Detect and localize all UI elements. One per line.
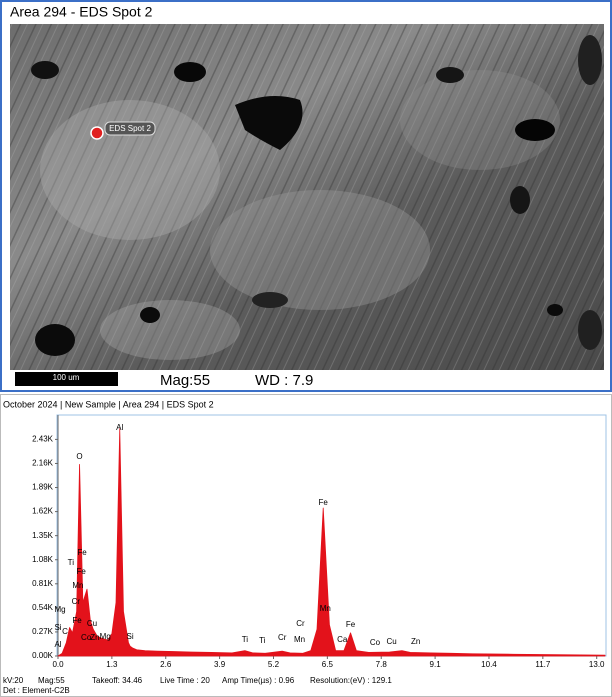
peak-label: Cu xyxy=(87,619,97,628)
peak-label: Mn xyxy=(72,581,83,590)
x-tick-label: 0.0 xyxy=(52,660,64,669)
peak-label: C xyxy=(62,627,68,636)
peak-label: Cr xyxy=(296,619,305,628)
peak-label: Cr xyxy=(72,597,81,606)
acquisition-parameter: kV:20 xyxy=(3,676,24,685)
y-tick-label: 0.00K xyxy=(32,651,54,660)
peak-label: Al xyxy=(116,423,123,432)
x-tick-label: 9.1 xyxy=(430,660,442,669)
page: Area 294 - EDS Spot 2 EDS Spot 2 100 um … xyxy=(0,0,612,697)
magnification: Mag:55 xyxy=(160,372,210,389)
y-tick-label: 0.81K xyxy=(32,579,54,588)
peak-label: Fe xyxy=(72,616,82,625)
spot-label: EDS Spot 2 xyxy=(109,124,151,133)
acquisition-parameter: Takeoff: 34.46 xyxy=(92,676,143,685)
peak-label: Cr xyxy=(278,633,287,642)
x-tick-label: 10.4 xyxy=(481,660,497,669)
peak-label: Zn xyxy=(411,637,420,646)
x-tick-label: 6.5 xyxy=(322,660,334,669)
sem-image xyxy=(10,24,604,370)
y-tick-label: 1.89K xyxy=(32,483,54,492)
acquisition-parameter: Live Time : 20 xyxy=(160,676,210,685)
x-tick-label: 3.9 xyxy=(214,660,226,669)
y-tick-label: 1.08K xyxy=(32,555,54,564)
peak-label: Ti xyxy=(242,635,249,644)
y-tick-label: 1.35K xyxy=(32,531,54,540)
x-tick-label: 5.2 xyxy=(268,660,280,669)
x-tick-label: 7.8 xyxy=(376,660,388,669)
peak-label: Ti xyxy=(68,558,75,567)
chart-title: October 2024 | New Sample | Area 294 | E… xyxy=(3,399,214,409)
sem-panel: Area 294 - EDS Spot 2 EDS Spot 2 100 um … xyxy=(0,0,612,392)
y-tick-label: 0.27K xyxy=(32,627,54,636)
acquisition-parameter: Amp Time(µs) : 0.96 xyxy=(222,676,295,685)
x-tick-label: 13.0 xyxy=(589,660,605,669)
peak-label: Cu xyxy=(386,637,396,646)
detector: Det : Element-C2B xyxy=(3,686,70,695)
sem-title: Area 294 - EDS Spot 2 xyxy=(10,4,153,20)
scale-bar-label: 100 um xyxy=(53,373,80,382)
y-tick-label: 2.43K xyxy=(32,435,54,444)
acquisition-parameter: Resolution:(eV) : 129.1 xyxy=(310,676,392,685)
peak-label: Al xyxy=(54,640,61,649)
working-distance: WD : 7.9 xyxy=(255,372,313,389)
spectrum-panel: October 2024 | New Sample | Area 294 | E… xyxy=(0,394,612,697)
y-tick-label: 2.16K xyxy=(32,459,54,468)
peak-label: Fe xyxy=(346,620,356,629)
x-tick-label: 1.3 xyxy=(106,660,118,669)
acquisition-parameter: Mag:55 xyxy=(38,676,65,685)
y-tick-label: 0.54K xyxy=(32,603,54,612)
peak-label: Fe xyxy=(77,548,87,557)
peak-label: Ti xyxy=(259,636,266,645)
peak-label: Fe xyxy=(319,498,329,507)
peak-label: Mg xyxy=(55,605,66,614)
peak-label: Mn xyxy=(320,604,331,613)
x-tick-label: 2.6 xyxy=(160,660,172,669)
y-tick-label: 1.62K xyxy=(32,507,54,516)
peak-label: Fe xyxy=(77,567,87,576)
peak-label: Si xyxy=(54,623,61,632)
peak-label: Si xyxy=(127,632,134,641)
peak-label: Zn xyxy=(90,633,99,642)
peak-label: Mg xyxy=(100,632,111,641)
x-tick-label: 11.7 xyxy=(535,660,551,669)
peak-label: Ca xyxy=(337,635,348,644)
peak-label: O xyxy=(76,452,82,461)
peak-label: Mn xyxy=(294,635,305,644)
peak-label: Co xyxy=(370,638,381,647)
